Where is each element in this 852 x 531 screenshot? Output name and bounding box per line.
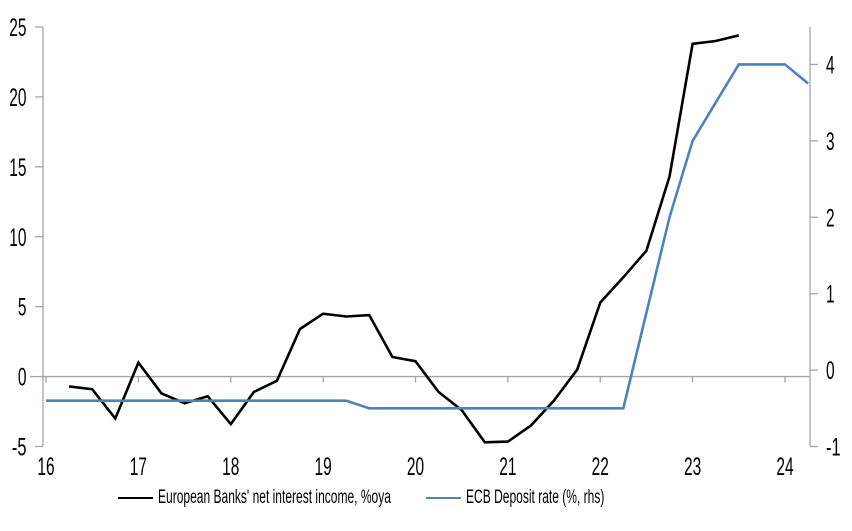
x-axis-tick-label: 23 [684,453,701,481]
left-axis-tick-label: 5 [18,294,27,322]
ecb-deposit-rate-series-line [46,63,809,410]
x-axis-tick-label: 16 [37,453,54,481]
x-axis-tick-label: 18 [222,453,239,481]
right-axis-tick-label: 0 [826,357,835,385]
right-axis-tick-label: 4 [826,51,835,79]
x-axis-tick-label: 24 [776,453,793,481]
x-axis-tick-label: 20 [407,453,424,481]
legend-label-nii: European Banks' net interest income, %oy… [158,487,391,508]
right-axis-tick-label: 2 [826,204,835,232]
legend-item-ecb-deposit-rate: ECB Deposit rate (%, rhs) [426,488,685,508]
left-axis-tick-label: 10 [9,224,26,252]
black-line-swatch-icon [118,496,153,500]
blue-line-swatch-icon [426,496,461,500]
left-axis-tick-label: 20 [9,84,26,112]
right-axis-tick-label: 1 [826,281,835,309]
right-axis-tick-label: -1 [826,434,841,462]
left-axis-tick-label: 25 [9,14,26,42]
left-axis-tick-label: 0 [18,364,27,392]
legend-item-nii: European Banks' net interest income, %oy… [118,488,526,508]
right-axis-tick-label: 3 [826,128,835,156]
x-axis-tick-label: 21 [499,453,516,481]
nii-series-line [68,34,740,444]
x-axis-tick-label: 22 [592,453,609,481]
left-axis-tick-label: 15 [9,154,26,182]
x-axis-tick-label: 17 [130,453,147,481]
left-axis-tick-label: -5 [12,434,27,462]
x-axis-tick-label: 19 [315,453,332,481]
legend-label-ecb-deposit-rate: ECB Deposit rate (%, rhs) [466,487,605,508]
